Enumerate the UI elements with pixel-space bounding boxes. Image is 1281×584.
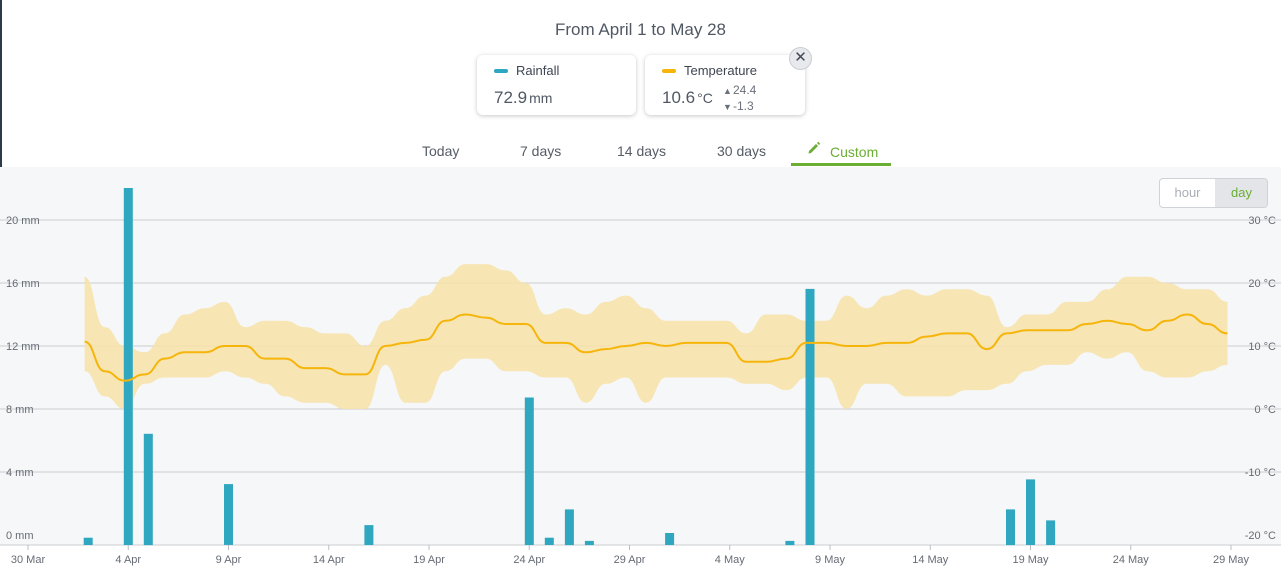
x-tick-label: 29 May [1213, 554, 1250, 566]
toggle-day[interactable]: day [1215, 179, 1267, 207]
temperature-minmax: ▲24.4 ▼-1.3 [723, 83, 756, 115]
temperature-max: 24.4 [733, 83, 757, 97]
rainfall-total: 72.9 mm [494, 88, 552, 108]
y-right-tick-label: 20 °C [1248, 278, 1276, 290]
max-arrow-icon: ▲ [723, 86, 732, 96]
rainfall-bar [224, 484, 233, 545]
min-arrow-icon: ▼ [723, 102, 732, 112]
temperature-unit: °C [697, 90, 713, 106]
rainfall-unit: mm [529, 90, 553, 106]
y-right-tick-label: 0 °C [1254, 404, 1276, 416]
x-tick-label: 19 May [1012, 554, 1049, 566]
rainfall-summary-card[interactable]: Rainfall 72.9 mm [477, 55, 636, 115]
window-edge [0, 0, 2, 250]
temperature-mean: 10.6 °C [662, 88, 713, 108]
y-right-tick-label: 30 °C [1248, 215, 1276, 227]
x-tick-label: 4 May [715, 554, 745, 566]
rainfall-bar [584, 540, 594, 546]
rainfall-bar [544, 537, 554, 545]
tab-custom-label: Custom [830, 144, 879, 160]
temperature-range-band [84, 264, 1228, 409]
y-left-tick-label: 12 mm [6, 341, 40, 353]
x-tick-label: 4 Apr [115, 554, 141, 566]
temperature-swatch [662, 69, 676, 73]
x-tick-label: 29 Apr [614, 554, 646, 566]
tab-30-days[interactable]: 30 days [717, 143, 767, 159]
rainfall-bar [805, 288, 815, 545]
tab-14-days[interactable]: 14 days [617, 143, 667, 159]
y-right-tick-label: 10 °C [1248, 341, 1276, 353]
rainfall-bar [1046, 520, 1056, 545]
rainfall-bar [564, 509, 574, 546]
close-icon[interactable]: ✕ [789, 47, 812, 70]
active-tab-indicator [791, 163, 891, 166]
tab-custom[interactable]: Custom [791, 139, 891, 166]
temperature-label: Temperature [684, 63, 757, 78]
rainfall-value: 72.9 [494, 88, 528, 107]
rainfall-bar [524, 397, 534, 545]
temperature-value: 10.6 [662, 88, 696, 107]
x-tick-label: 14 Apr [313, 554, 345, 566]
resolution-toggle[interactable]: hour day [1159, 178, 1268, 208]
rainfall-bar [123, 188, 133, 545]
x-tick-label: 24 Apr [513, 554, 545, 566]
tab-7-days[interactable]: 7 days [520, 143, 562, 159]
date-range-title: From April 1 to May 28 [554, 20, 726, 39]
rainfall-bar [665, 533, 675, 545]
tab-today[interactable]: Today [422, 143, 460, 159]
x-tick-label: 30 Mar [11, 554, 46, 566]
x-tick-label: 19 Apr [413, 554, 445, 566]
y-left-tick-label: 20 mm [6, 215, 40, 227]
y-right-tick-label: -20 °C [1245, 530, 1276, 542]
x-tick-label: 24 May [1113, 554, 1150, 566]
x-tick-label: 9 May [815, 554, 845, 566]
y-left-tick-label: 4 mm [6, 467, 34, 479]
y-right-tick-label: -10 °C [1245, 467, 1276, 479]
rainfall-bar [83, 537, 93, 545]
pencil-icon [808, 141, 821, 154]
rainfall-bar [143, 433, 153, 546]
rainfall-label: Rainfall [516, 63, 560, 78]
x-tick-label: 9 Apr [216, 554, 242, 566]
temperature-mean-line [84, 313, 1228, 382]
rainfall-bar [364, 525, 374, 545]
rainfall-bar [785, 540, 795, 546]
temperature-summary-card[interactable]: Temperature 10.6 °C ▲24.4 ▼-1.3 [645, 55, 805, 115]
y-left-tick-label: 16 mm [6, 278, 40, 290]
y-left-tick-label: 8 mm [6, 404, 34, 416]
toggle-hour[interactable]: hour [1174, 185, 1201, 200]
rainfall-swatch [494, 69, 508, 73]
temperature-min: -1.3 [733, 99, 754, 113]
x-tick-label: 14 May [912, 554, 949, 566]
rainfall-bar [1006, 509, 1015, 546]
rainfall-bar [1026, 479, 1035, 545]
y-left-tick-label: 0 mm [6, 530, 34, 542]
